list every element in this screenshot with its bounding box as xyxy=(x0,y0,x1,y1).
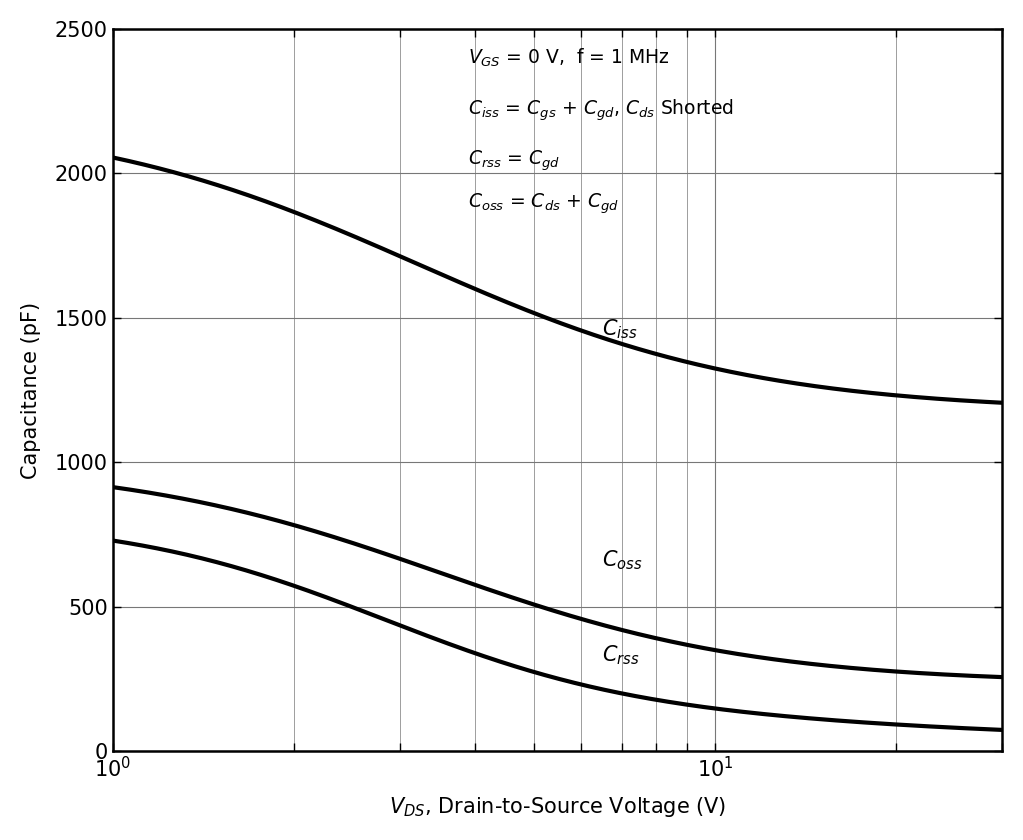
Y-axis label: Capacitance (pF): Capacitance (pF) xyxy=(20,302,41,479)
Text: $C_{iss}$: $C_{iss}$ xyxy=(603,318,637,341)
Text: $C_{iss}$ = $C_{gs}$ + $C_{gd}$, $C_{ds}$ Shorted: $C_{iss}$ = $C_{gs}$ + $C_{gd}$, $C_{ds}… xyxy=(469,97,735,123)
X-axis label: $V_{DS}$, Drain-to-Source Voltage (V): $V_{DS}$, Drain-to-Source Voltage (V) xyxy=(389,795,726,819)
Text: $C_{rss}$: $C_{rss}$ xyxy=(603,643,639,667)
Text: $V_{GS}$ = 0 V,  f = 1 MHz: $V_{GS}$ = 0 V, f = 1 MHz xyxy=(469,47,670,69)
Text: $C_{oss}$ = $C_{ds}$ + $C_{gd}$: $C_{oss}$ = $C_{ds}$ + $C_{gd}$ xyxy=(469,192,620,216)
Text: $C_{rss}$ = $C_{gd}$: $C_{rss}$ = $C_{gd}$ xyxy=(469,148,561,172)
Text: $C_{oss}$: $C_{oss}$ xyxy=(603,549,642,572)
